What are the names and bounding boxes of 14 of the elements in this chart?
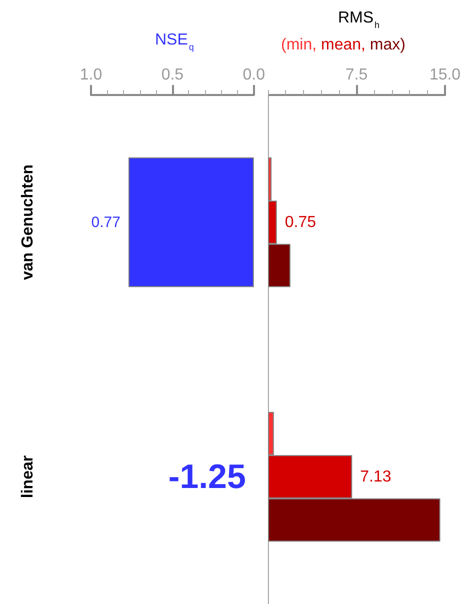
y-tick-label: van Genuchten bbox=[20, 164, 36, 280]
y-tick-label: linear bbox=[20, 455, 36, 498]
x-tick-label: 0.0 bbox=[242, 66, 266, 84]
text: (min, bbox=[281, 36, 317, 54]
data-label: 0.77 bbox=[91, 214, 120, 231]
data-label: 7.13 bbox=[360, 468, 392, 486]
x-tick-label: 1.0 bbox=[80, 66, 102, 84]
annotation: -1.25 bbox=[168, 458, 246, 496]
text: mean, bbox=[321, 36, 366, 54]
text: max) bbox=[370, 36, 406, 54]
x-tick-label: 15.0 bbox=[429, 66, 461, 84]
x-tick-label: 0.5 bbox=[161, 66, 184, 84]
x-tick-label: 7.5 bbox=[345, 66, 368, 84]
data-label: 0.75 bbox=[284, 214, 316, 231]
